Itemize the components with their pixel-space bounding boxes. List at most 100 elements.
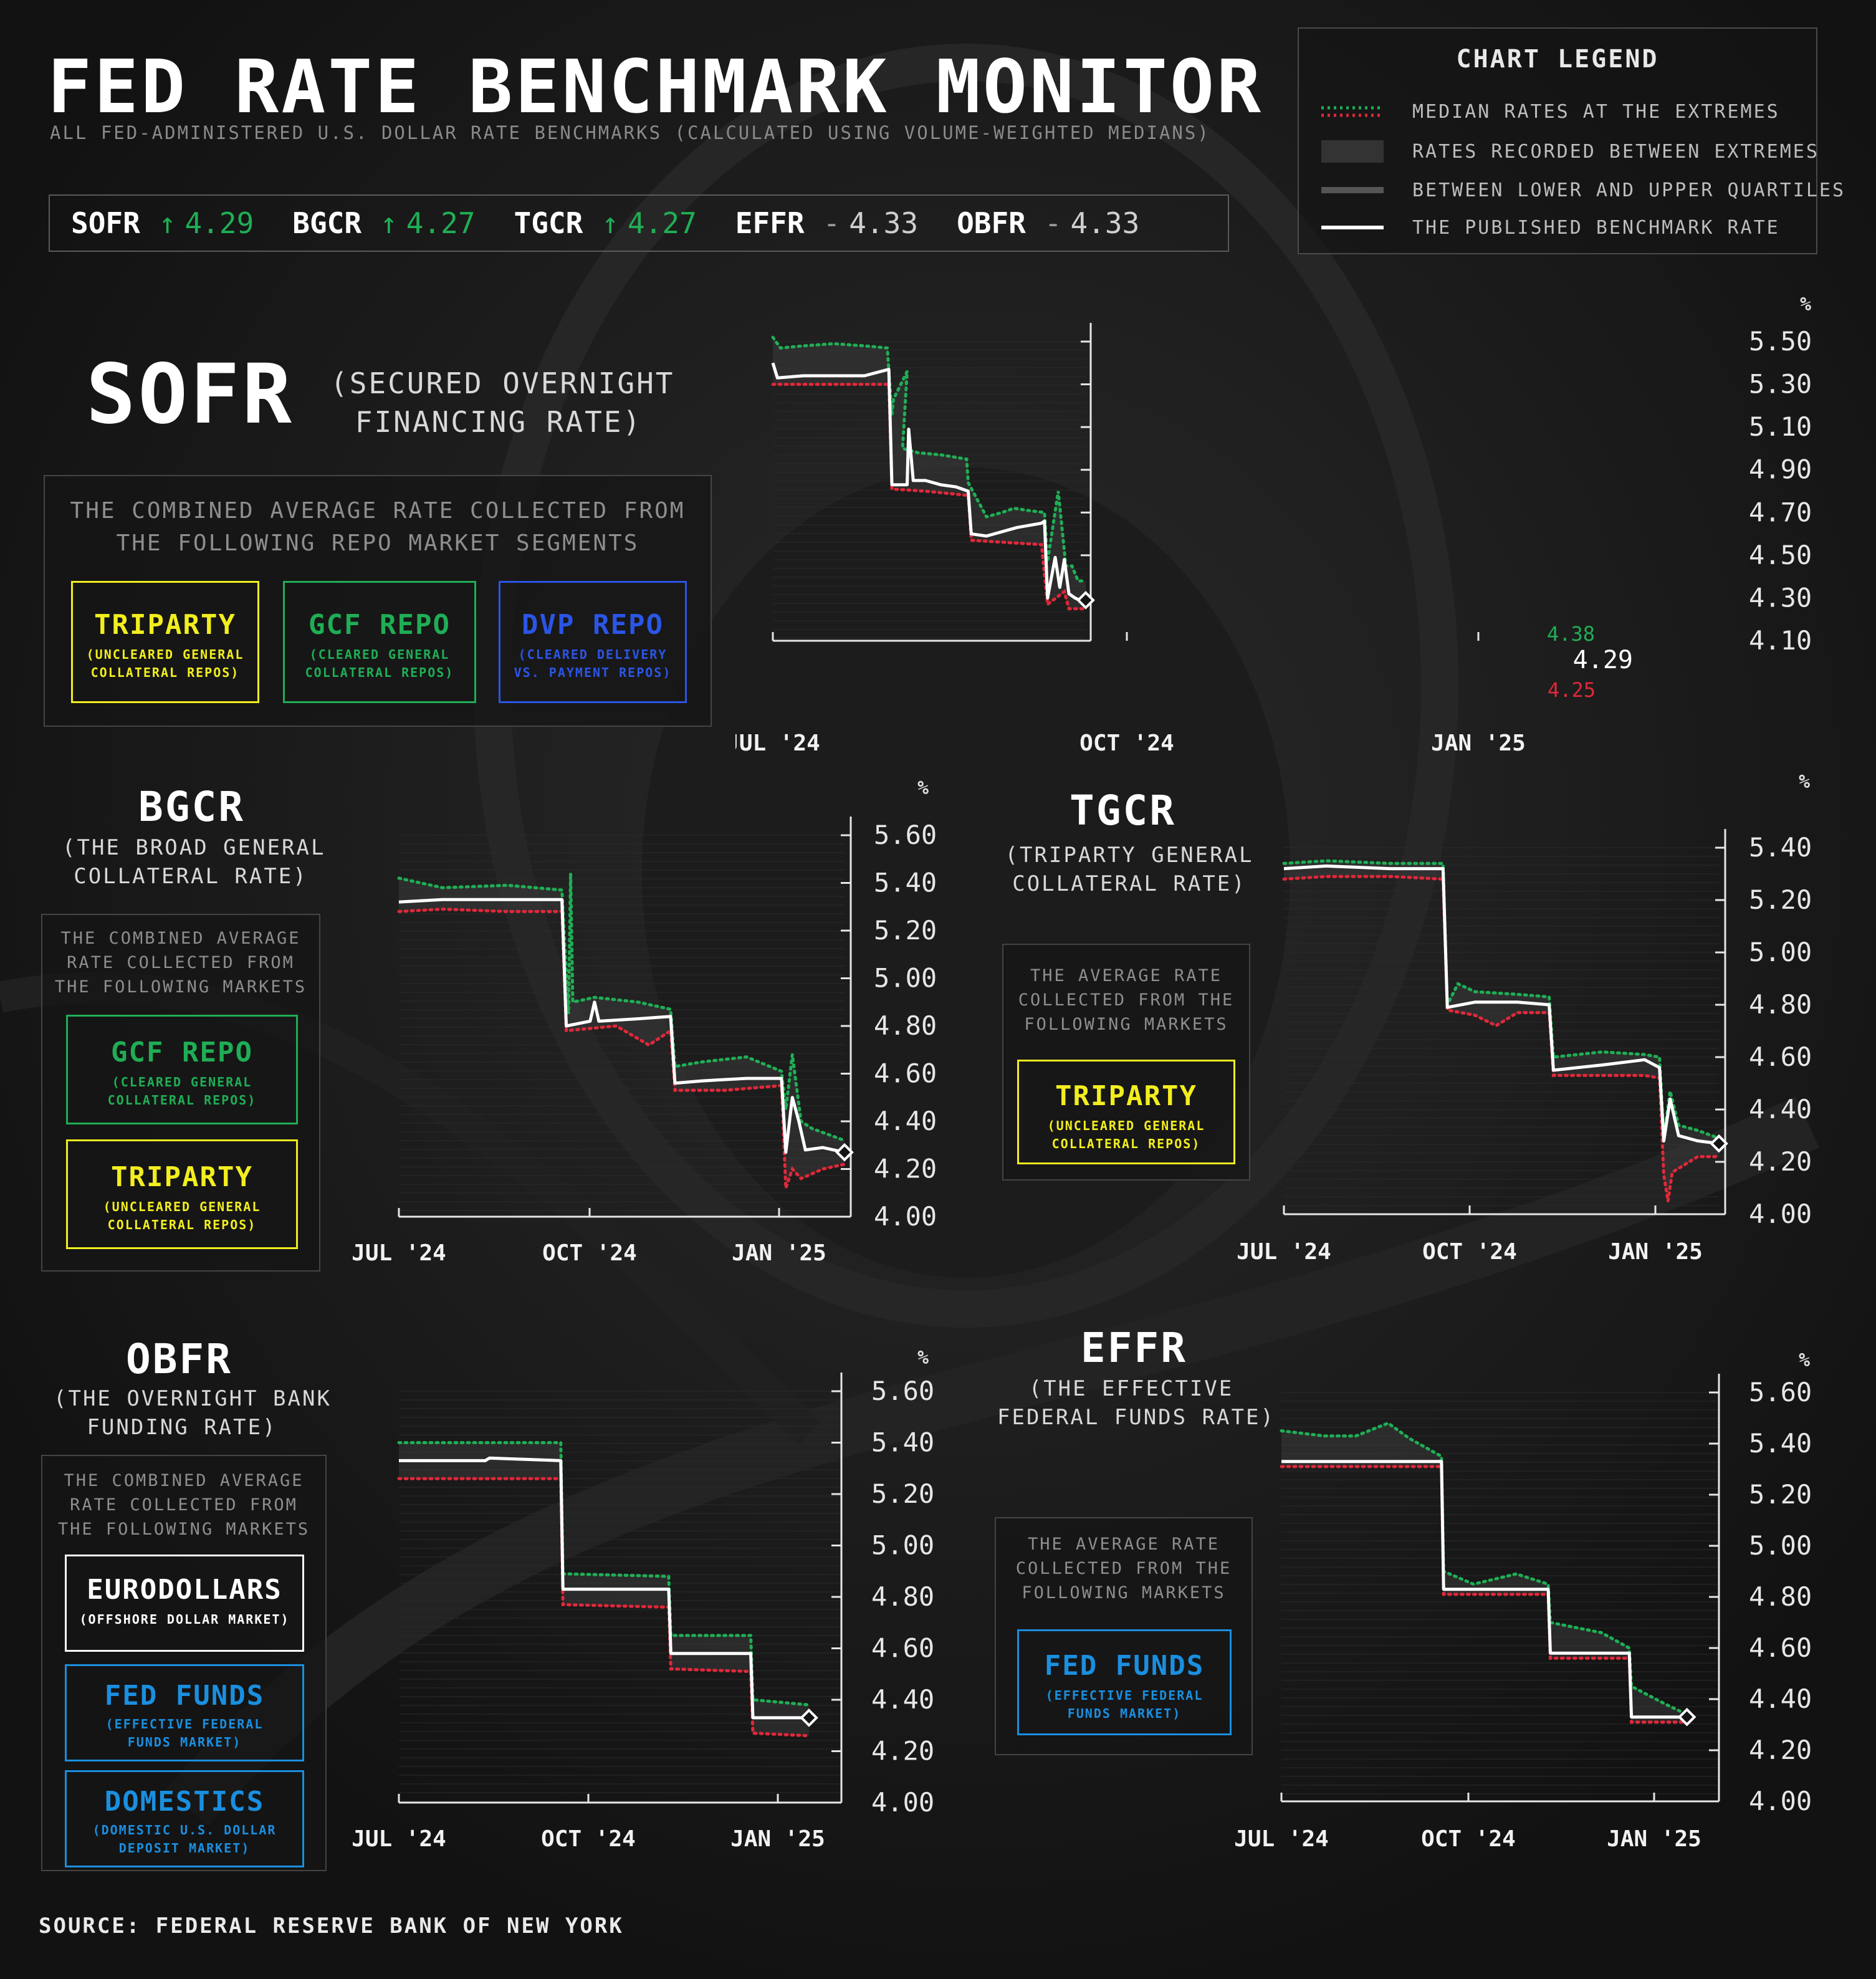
chip-subtitle: FUNDS MARKET): [1067, 1706, 1182, 1721]
solid-line-icon: [1321, 226, 1384, 229]
y-tick-label: 5.40: [1749, 1428, 1812, 1459]
chip-subtitle: (OFFSHORE DOLLAR MARKET): [79, 1612, 290, 1627]
chip-title: TRIPARTY: [1055, 1080, 1197, 1112]
chip-subtitle: VS. PAYMENT REPOS): [514, 665, 672, 680]
y-tick-label: 4.60: [874, 1058, 937, 1089]
ticker-item-tgcr: TGCR ↑ 4.27: [514, 206, 697, 240]
up-arrow-icon: ↑: [601, 206, 620, 240]
y-tick-label: 4.90: [1749, 454, 1812, 485]
chip-gcf-repo: GCF REPO (CLEARED GENERAL COLLATERAL REP…: [66, 1015, 298, 1124]
chip-title: GCF REPO: [111, 1037, 253, 1068]
upper-extreme-line: [397, 873, 846, 1143]
segments-description: THE COMBINED AVERAGE RATE COLLECTED FROM…: [42, 1469, 325, 1541]
end-marker: [800, 1708, 818, 1727]
ticker-name: EFFR: [735, 206, 805, 240]
x-tick-label: JAN '25: [1608, 1239, 1703, 1265]
legend-item-range: RATES RECORDED BETWEEN EXTREMES: [1321, 136, 1819, 167]
y-tick-label: 4.80: [874, 1010, 937, 1041]
ticker-name: SOFR: [71, 206, 140, 240]
ticker-value: 4.27: [406, 206, 476, 240]
ticker-value: 4.33: [1070, 206, 1140, 240]
bgcr-segments-box: THE COMBINED AVERAGE RATE COLLECTED FROM…: [41, 914, 320, 1272]
y-tick-label: 4.20: [874, 1154, 937, 1184]
bgcr-fullname: (THE BROAD GENERAL COLLATERAL RATE): [62, 834, 326, 891]
filled-band-icon: [1321, 140, 1384, 163]
chip-subtitle: (CLEARED DELIVERY: [518, 647, 668, 662]
lower-extreme-line: [397, 1477, 811, 1738]
description-line: RATE COLLECTED FROM: [70, 1495, 298, 1515]
y-tick-label: 4.50: [1749, 540, 1812, 570]
y-tick-label: 4.70: [1749, 497, 1812, 527]
chip-subtitle: (EFFECTIVE FEDERAL: [1045, 1688, 1204, 1703]
y-tick-label: 4.00: [871, 1787, 934, 1818]
legend-item-benchmark: THE PUBLISHED BENCHMARK RATE: [1321, 212, 1780, 243]
end-marker: [1677, 1707, 1697, 1727]
chip-gcf-repo: GCF REPO (CLEARED GENERAL COLLATERAL REP…: [283, 581, 476, 703]
description-line: FOLLOWING MARKETS: [1022, 1583, 1226, 1603]
description-line: THE COMBINED AVERAGE: [64, 1471, 304, 1490]
chip-subtitle: (UNCLEARED GENERAL: [1047, 1118, 1205, 1133]
ticker-name: TGCR: [514, 206, 583, 240]
y-unit-label: %: [1799, 773, 1810, 793]
y-tick-label: 4.20: [1749, 1735, 1812, 1765]
description-line: THE FOLLOWING REPO MARKET SEGMENTS: [116, 530, 639, 557]
y-tick-label: 4.80: [1749, 989, 1812, 1020]
x-tick-label: OCT '24: [542, 1240, 637, 1266]
lower-extreme-line: [397, 908, 846, 1189]
ticker-value: 4.33: [849, 206, 919, 240]
description-line: THE AVERAGE RATE: [1030, 966, 1223, 985]
chip-subtitle: COLLATERAL REPOS): [305, 665, 454, 680]
chip-subtitle: (UNCLEARED GENERAL: [103, 1199, 261, 1214]
y-tick-label: 4.20: [871, 1736, 934, 1766]
upper-extreme-line: [771, 335, 1088, 583]
y-tick-label: 4.40: [871, 1684, 934, 1715]
fullname-line: (THE BROAD GENERAL: [62, 835, 326, 860]
fullname-line: FEDERAL FUNDS RATE): [997, 1404, 1275, 1430]
y-tick-label: 5.00: [1749, 937, 1812, 967]
chip-title: GCF REPO: [309, 609, 451, 641]
source-note: SOURCE: FEDERAL RESERVE BANK OF NEW YORK: [39, 1914, 624, 1938]
end-marker: [835, 1143, 854, 1162]
y-tick-label: 5.00: [871, 1530, 934, 1561]
chip-subtitle: FUNDS MARKET): [127, 1735, 242, 1750]
y-tick-label: 4.80: [1749, 1581, 1812, 1612]
description-line: THE FOLLOWING MARKETS: [54, 977, 307, 997]
fullname-line: FUNDING RATE): [87, 1414, 277, 1440]
y-tick-label: 4.60: [871, 1633, 934, 1664]
fullname-line: (THE OVERNIGHT BANK: [54, 1386, 332, 1411]
page-subtitle: ALL FED-ADMINISTERED U.S. DOLLAR RATE BE…: [50, 122, 1210, 143]
description-line: COLLECTED FROM THE: [1015, 1559, 1232, 1579]
y-tick-label: 4.10: [1749, 625, 1812, 656]
x-tick-label: JAN '25: [1431, 731, 1526, 756]
ticker-item-bgcr: BGCR ↑ 4.27: [292, 206, 475, 240]
dash-icon: -: [1044, 206, 1062, 240]
benchmark-line: [1281, 1460, 1687, 1719]
tgcr-name: TGCR: [1070, 787, 1176, 835]
y-tick-label: 5.40: [1749, 832, 1812, 863]
dotted-line-icon: [1321, 106, 1384, 117]
sofr-segments-box: THE COMBINED AVERAGE RATE COLLECTED FROM…: [44, 475, 712, 727]
effr-segments-box: THE AVERAGE RATE COLLECTED FROM THE FOLL…: [995, 1517, 1253, 1755]
y-unit-label: %: [917, 1347, 929, 1369]
description-line: COLLECTED FROM THE: [1018, 990, 1235, 1010]
chip-title: DOMESTICS: [104, 1786, 265, 1818]
effr-fullname: (THE EFFECTIVE FEDERAL FUNDS RATE): [997, 1375, 1275, 1432]
y-tick-label: 5.20: [1749, 1479, 1812, 1510]
fullname-line: COLLATERAL RATE): [74, 863, 308, 889]
chip-title: DVP REPO: [522, 609, 664, 641]
x-tick-label: JAN '25: [732, 1240, 826, 1266]
range-band: [773, 337, 1086, 609]
lower-extreme-line: [771, 383, 1088, 611]
x-tick-label: JUL '24: [352, 1240, 446, 1266]
description-line: FOLLOWING MARKETS: [1024, 1015, 1228, 1035]
fullname-line: (SECURED OVERNIGHT: [330, 367, 675, 400]
description-line: THE FOLLOWING MARKETS: [57, 1520, 310, 1540]
y-tick-label: 5.00: [1749, 1530, 1812, 1561]
chip-subtitle: (UNCLEARED GENERAL: [86, 647, 244, 662]
legend-label: MEDIAN RATES AT THE EXTREMES: [1412, 100, 1780, 123]
chip-subtitle: COLLATERAL REPOS): [107, 1093, 257, 1108]
y-tick-label: 5.20: [871, 1478, 934, 1509]
y-tick-label: 4.30: [1749, 582, 1812, 613]
y-tick-label: 5.20: [874, 915, 937, 946]
y-unit-label: %: [917, 777, 929, 799]
